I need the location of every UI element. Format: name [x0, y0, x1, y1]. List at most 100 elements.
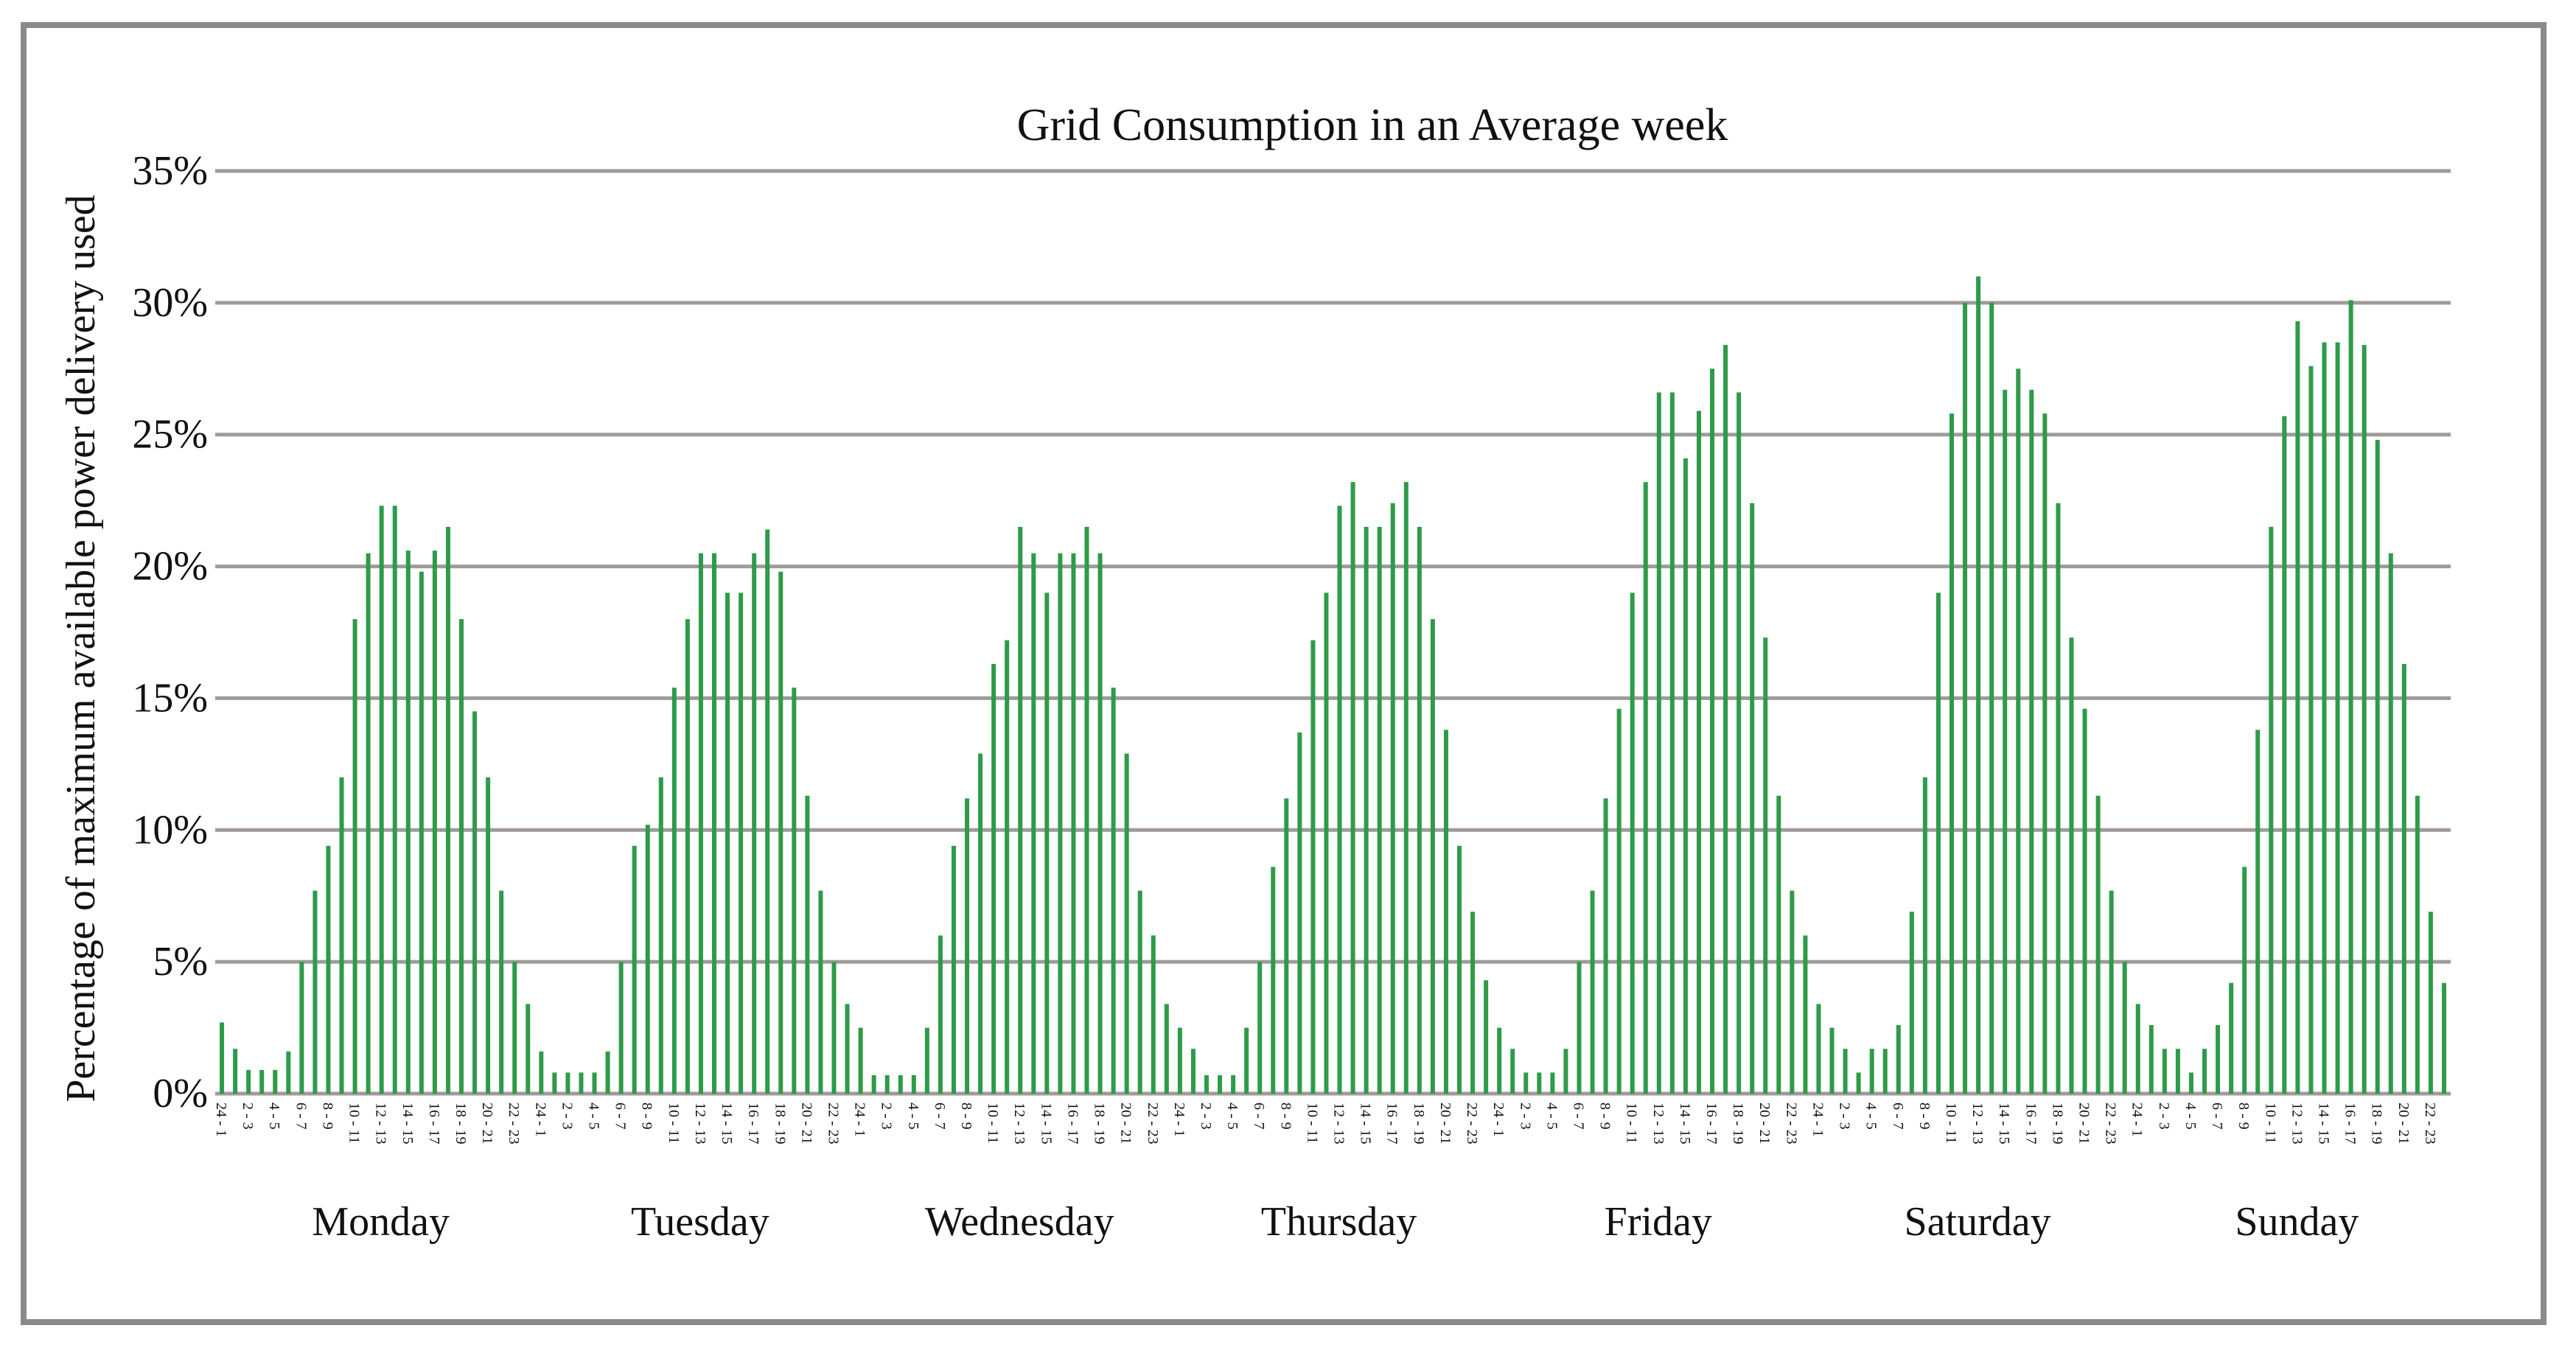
y-tick-label: 15% [132, 675, 208, 721]
bar [2269, 526, 2274, 1094]
bar [1218, 1074, 1223, 1094]
bar [712, 553, 717, 1094]
bar [1018, 526, 1023, 1094]
bar [871, 1074, 876, 1094]
x-tick-label: 12 - 13 [1011, 1102, 1027, 1144]
bar [352, 619, 357, 1094]
x-tick-label: 4 - 5 [1224, 1102, 1240, 1130]
x-tick-label: 16 - 17 [1384, 1102, 1400, 1144]
x-tick-label: 22 - 23 [1783, 1102, 1799, 1144]
bar [2069, 637, 2074, 1094]
bar [379, 506, 384, 1094]
bar [725, 593, 730, 1094]
bar [405, 551, 411, 1094]
bar [1669, 392, 1675, 1094]
x-tick-label: 20 - 21 [1437, 1102, 1453, 1144]
x-tick-label: 22 - 23 [825, 1102, 841, 1144]
bar [1696, 410, 1701, 1094]
x-tick-label: 4 - 5 [1863, 1102, 1879, 1130]
bar [1044, 593, 1050, 1094]
y-tick-label: 35% [132, 148, 208, 194]
bar [1896, 1024, 1901, 1094]
x-tick-label: 22 - 23 [1145, 1102, 1161, 1144]
bar [1643, 482, 1648, 1094]
x-tick-label: 8 - 9 [319, 1102, 335, 1130]
bar [565, 1072, 570, 1094]
bar [884, 1074, 890, 1094]
bar [579, 1072, 584, 1094]
bar [1443, 730, 1448, 1094]
bar [1284, 798, 1289, 1094]
bar [1736, 392, 1742, 1094]
bar [1403, 482, 1409, 1094]
bar [246, 1069, 251, 1094]
bar [233, 1049, 238, 1094]
x-tick-label: 6 - 7 [2209, 1102, 2225, 1130]
x-tick-label: 14 - 15 [1038, 1102, 1054, 1144]
bar [2401, 663, 2406, 1094]
day-label: Friday [1605, 1199, 1712, 1245]
bar [1310, 640, 1316, 1094]
x-tick-label: 24 - 1 [1171, 1102, 1187, 1137]
bar [618, 962, 624, 1094]
bar [326, 845, 331, 1094]
x-tick-label: 16 - 17 [2022, 1102, 2039, 1144]
bar [1683, 458, 1688, 1094]
x-tick-label: 10 - 11 [1304, 1102, 1320, 1144]
bar [1031, 553, 1036, 1094]
x-tick-label: 4 - 5 [905, 1102, 921, 1130]
bar [286, 1051, 291, 1094]
y-tick-labels: 0% 5% 10% 15% 20% 25% 30% 35% [132, 148, 208, 1116]
x-tick-label: 2 - 3 [1198, 1102, 1214, 1130]
bar [1523, 1072, 1529, 1094]
bar [1350, 482, 1355, 1094]
x-tick-label: 10 - 11 [985, 1102, 1001, 1144]
bar [1137, 890, 1142, 1094]
bar [1390, 503, 1395, 1094]
bar [1750, 503, 1755, 1094]
y-tick-label: 25% [132, 412, 208, 458]
day-labels: Monday Tuesday Wednesday Thursday Friday Satu… [312, 1199, 2359, 1245]
bar [2042, 413, 2048, 1094]
x-tick-label: 22 - 23 [2103, 1102, 2119, 1144]
bar [1616, 708, 1622, 1094]
x-tick-label: 8 - 9 [639, 1102, 655, 1130]
bar [2255, 730, 2261, 1094]
bar [526, 1004, 531, 1094]
bar [2175, 1049, 2180, 1094]
x-tick-label: 10 - 11 [1624, 1102, 1640, 1144]
x-tick-label: 16 - 17 [745, 1102, 761, 1144]
bar [220, 1022, 225, 1094]
bar [1324, 593, 1329, 1094]
bar [831, 962, 837, 1094]
x-tick-label: 18 - 19 [1411, 1102, 1427, 1144]
x-tick-label: 14 - 15 [2315, 1102, 2331, 1144]
bar [1470, 912, 1476, 1094]
bar [2335, 342, 2340, 1094]
x-tick-label: 12 - 13 [373, 1102, 389, 1144]
bar [1856, 1072, 1861, 1094]
chart-title: Grid Consumption in an Average week [1017, 100, 1728, 150]
bar [1763, 637, 1768, 1094]
x-tick-label: 18 - 19 [2049, 1102, 2065, 1144]
bar [592, 1072, 597, 1094]
bar [1097, 553, 1103, 1094]
y-tick-label: 20% [132, 544, 208, 590]
bar [1790, 890, 1795, 1094]
bar [1630, 593, 1635, 1094]
bar [1590, 890, 1595, 1094]
x-tick-label: 8 - 9 [958, 1102, 974, 1130]
x-tick-label: 12 - 13 [692, 1102, 708, 1144]
bar [2029, 389, 2034, 1094]
bar [1963, 302, 1968, 1094]
x-tick-label: 14 - 15 [719, 1102, 735, 1144]
x-tick-label: 18 - 19 [772, 1102, 788, 1144]
bar [552, 1072, 557, 1094]
bar [739, 593, 744, 1094]
bar [2122, 962, 2127, 1094]
x-tick-label: 20 - 21 [2076, 1102, 2092, 1144]
bar [1563, 1049, 1568, 1094]
bar [1484, 980, 1489, 1094]
x-tick-label: 8 - 9 [1597, 1102, 1613, 1130]
